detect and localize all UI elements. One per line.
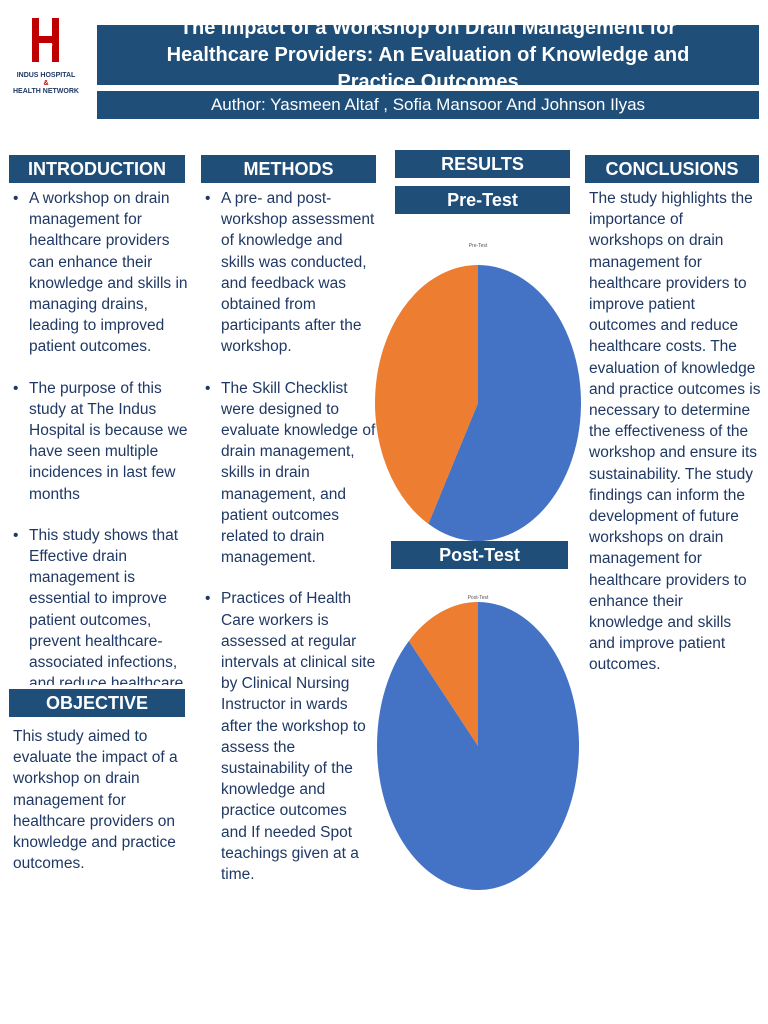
pre-test-label: Pre-Test: [395, 186, 570, 214]
logo-line1: INDUS HOSPITAL: [16, 72, 76, 79]
objective-text: This study aimed to evaluate the impact …: [13, 728, 178, 873]
logo-ampersand: &: [43, 80, 49, 87]
author-bar: Author: Yasmeen Altaf , Sofia Mansoor An…: [97, 91, 759, 119]
logo-mark-icon: [32, 18, 59, 62]
results-heading: RESULTS: [395, 150, 570, 178]
pie-slice-1: [408, 602, 478, 746]
introduction-bullet: A workshop on drain management for healt…: [9, 188, 189, 358]
pre-test-pie-chart: [374, 265, 581, 541]
logo-line2: HEALTH NETWORK: [13, 88, 79, 95]
post-test-label: Post-Test: [391, 541, 568, 569]
conclusions-text: The study highlights the importance of w…: [589, 190, 761, 674]
hospital-logo: INDUS HOSPITAL & HEALTH NETWORK: [10, 18, 82, 108]
pie-slice-1: [374, 265, 478, 524]
post-test-pie-chart: [377, 602, 579, 890]
poster-title: The Impact of a Workshop on Drain Manage…: [166, 16, 690, 93]
methods-bullet: Practices of Health Care workers is asse…: [201, 588, 376, 885]
introduction-bullet: This study shows that Effective drain ma…: [9, 525, 189, 685]
methods-body: A pre- and post-workshop assessment of k…: [201, 188, 376, 905]
introduction-heading: INTRODUCTION: [9, 155, 185, 183]
post-test-chart-title: Post-Test: [467, 595, 489, 601]
pie-slice-0: [428, 265, 581, 541]
introduction-bullet: The purpose of this study at The Indus H…: [9, 378, 189, 505]
methods-bullet: A pre- and post-workshop assessment of k…: [201, 188, 376, 358]
introduction-body: A workshop on drain management for healt…: [9, 188, 189, 685]
conclusions-heading: CONCLUSIONS: [585, 155, 759, 183]
objective-heading: OBJECTIVE: [9, 689, 185, 717]
poster-title-bar: The Impact of a Workshop on Drain Manage…: [97, 17, 759, 93]
methods-heading: METHODS: [201, 155, 376, 183]
pre-test-chart-title: Pre-Test: [468, 243, 488, 249]
methods-bullet: The Skill Checklist were designed to eva…: [201, 378, 376, 569]
